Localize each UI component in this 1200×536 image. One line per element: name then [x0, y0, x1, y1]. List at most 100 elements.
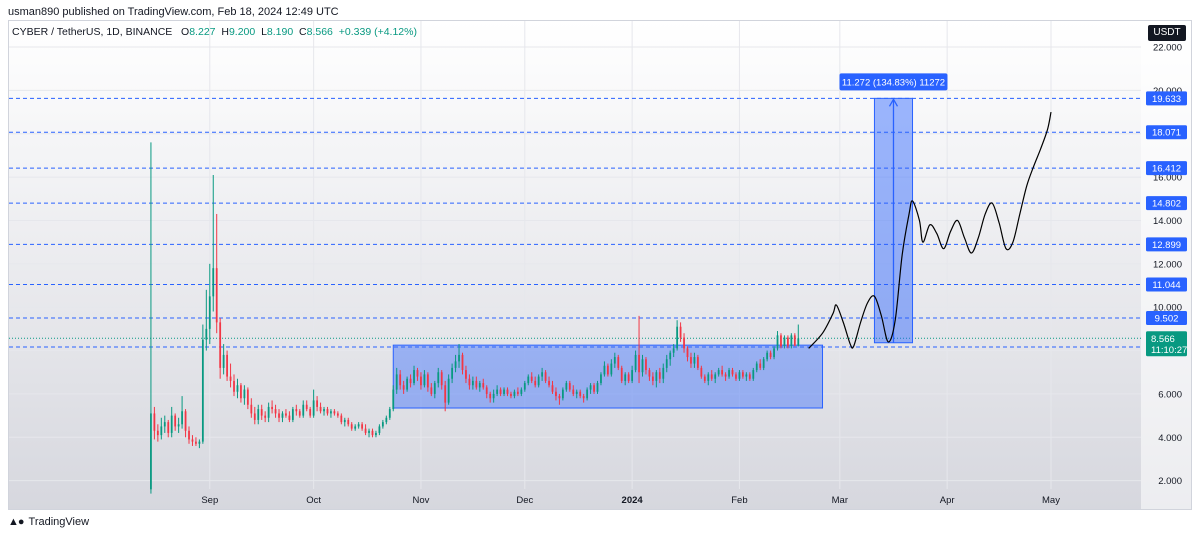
candle-body [468, 378, 471, 386]
candle [503, 387, 505, 397]
candle [458, 344, 460, 368]
candle-body [215, 268, 218, 323]
candle [735, 372, 737, 381]
candle [489, 391, 492, 403]
chart-frame[interactable]: 11.272 (134.83%) 11272 2.000 4.000 6.000 8.… [8, 20, 1192, 510]
candle-body [222, 354, 225, 368]
candle [627, 372, 630, 384]
candle-body [565, 383, 568, 390]
candle-body [748, 374, 751, 379]
candle-body [655, 372, 658, 381]
candle [527, 374, 530, 386]
candle [188, 426, 190, 444]
candle-body [285, 413, 287, 416]
candle-body [368, 430, 370, 433]
candle [755, 361, 758, 373]
candle-body [371, 430, 374, 436]
candle [773, 346, 775, 360]
candle [413, 365, 415, 386]
measure-label-bg [839, 73, 948, 91]
candle-body [267, 406, 270, 418]
candle [534, 376, 537, 388]
candle-body [440, 372, 443, 386]
candle-body [537, 376, 540, 386]
symbol-legend: CYBER / TetherUS, 1D, BINANCE O8.227 H9.… [12, 26, 417, 38]
candle [201, 324, 204, 444]
candle [655, 370, 658, 388]
candle-body [613, 357, 616, 364]
candle [513, 389, 516, 399]
candle [686, 346, 689, 362]
candle [638, 315, 640, 384]
candle-body [437, 372, 440, 384]
candle [603, 361, 606, 377]
candle-body [281, 413, 284, 418]
candle [454, 354, 457, 373]
y-tick-label: 14.000 [1153, 216, 1182, 227]
candle [741, 370, 744, 379]
candle-body [579, 391, 582, 397]
candle-body [600, 374, 602, 384]
candle [783, 335, 786, 349]
candle-body [208, 296, 211, 329]
candle [219, 318, 222, 379]
candle [274, 404, 277, 418]
candle [406, 376, 409, 392]
candle [174, 413, 177, 431]
change-value: +0.339 (+4.12%) [338, 26, 417, 38]
candle [205, 289, 208, 351]
currency-badge[interactable]: USDT [1148, 25, 1186, 41]
candle-body [783, 337, 786, 347]
candle [555, 387, 557, 401]
candle-body [357, 424, 360, 427]
candle-body [700, 367, 703, 377]
candle [181, 396, 183, 429]
candle-body [409, 378, 412, 384]
tradingview-logo-icon: ▲● [8, 516, 25, 528]
candle-body [188, 430, 190, 440]
candle [672, 344, 675, 358]
candle-body [582, 396, 585, 399]
candle [368, 428, 370, 438]
candle [551, 380, 554, 394]
level-label: 12.899 [1152, 240, 1181, 251]
symbol-name: CYBER / TetherUS, 1D, BINANCE [12, 26, 173, 38]
candle-body [568, 383, 571, 390]
candle [482, 378, 485, 390]
candle [645, 357, 647, 375]
candle-body [617, 357, 620, 368]
high-label: H [221, 26, 229, 38]
candle-body [797, 338, 800, 346]
candle-body [610, 363, 613, 375]
candle-body [236, 385, 239, 392]
candle-body [170, 415, 173, 433]
x-tick-label: Nov [412, 495, 429, 506]
candle [731, 367, 734, 377]
candle [648, 367, 651, 381]
candle [492, 389, 495, 403]
candle-body [461, 354, 464, 371]
candle [333, 409, 336, 416]
candle [669, 350, 672, 366]
candle-body [336, 413, 339, 416]
candle-body [444, 385, 447, 403]
candle [378, 424, 381, 436]
candle-body [381, 422, 384, 427]
candle-body [735, 374, 737, 379]
candle-body [534, 380, 537, 386]
candle [579, 389, 582, 399]
candle [516, 387, 519, 397]
candle [471, 376, 474, 390]
candle [790, 333, 793, 349]
candle-body [316, 400, 318, 407]
close-label: C [299, 26, 307, 38]
candle-body [253, 413, 256, 420]
candle-body [471, 380, 474, 386]
open-value: 8.227 [189, 26, 216, 38]
measure-arrow-head [888, 98, 899, 107]
price-chart[interactable]: 11.272 (134.83%) 11272 2.000 4.000 6.000 8.… [9, 21, 1192, 510]
candle-body [662, 367, 665, 379]
axes: 2.0004.0006.0008.00010.00012.00014.00016… [201, 21, 1191, 509]
candle-body [755, 363, 758, 371]
candle [281, 411, 284, 423]
